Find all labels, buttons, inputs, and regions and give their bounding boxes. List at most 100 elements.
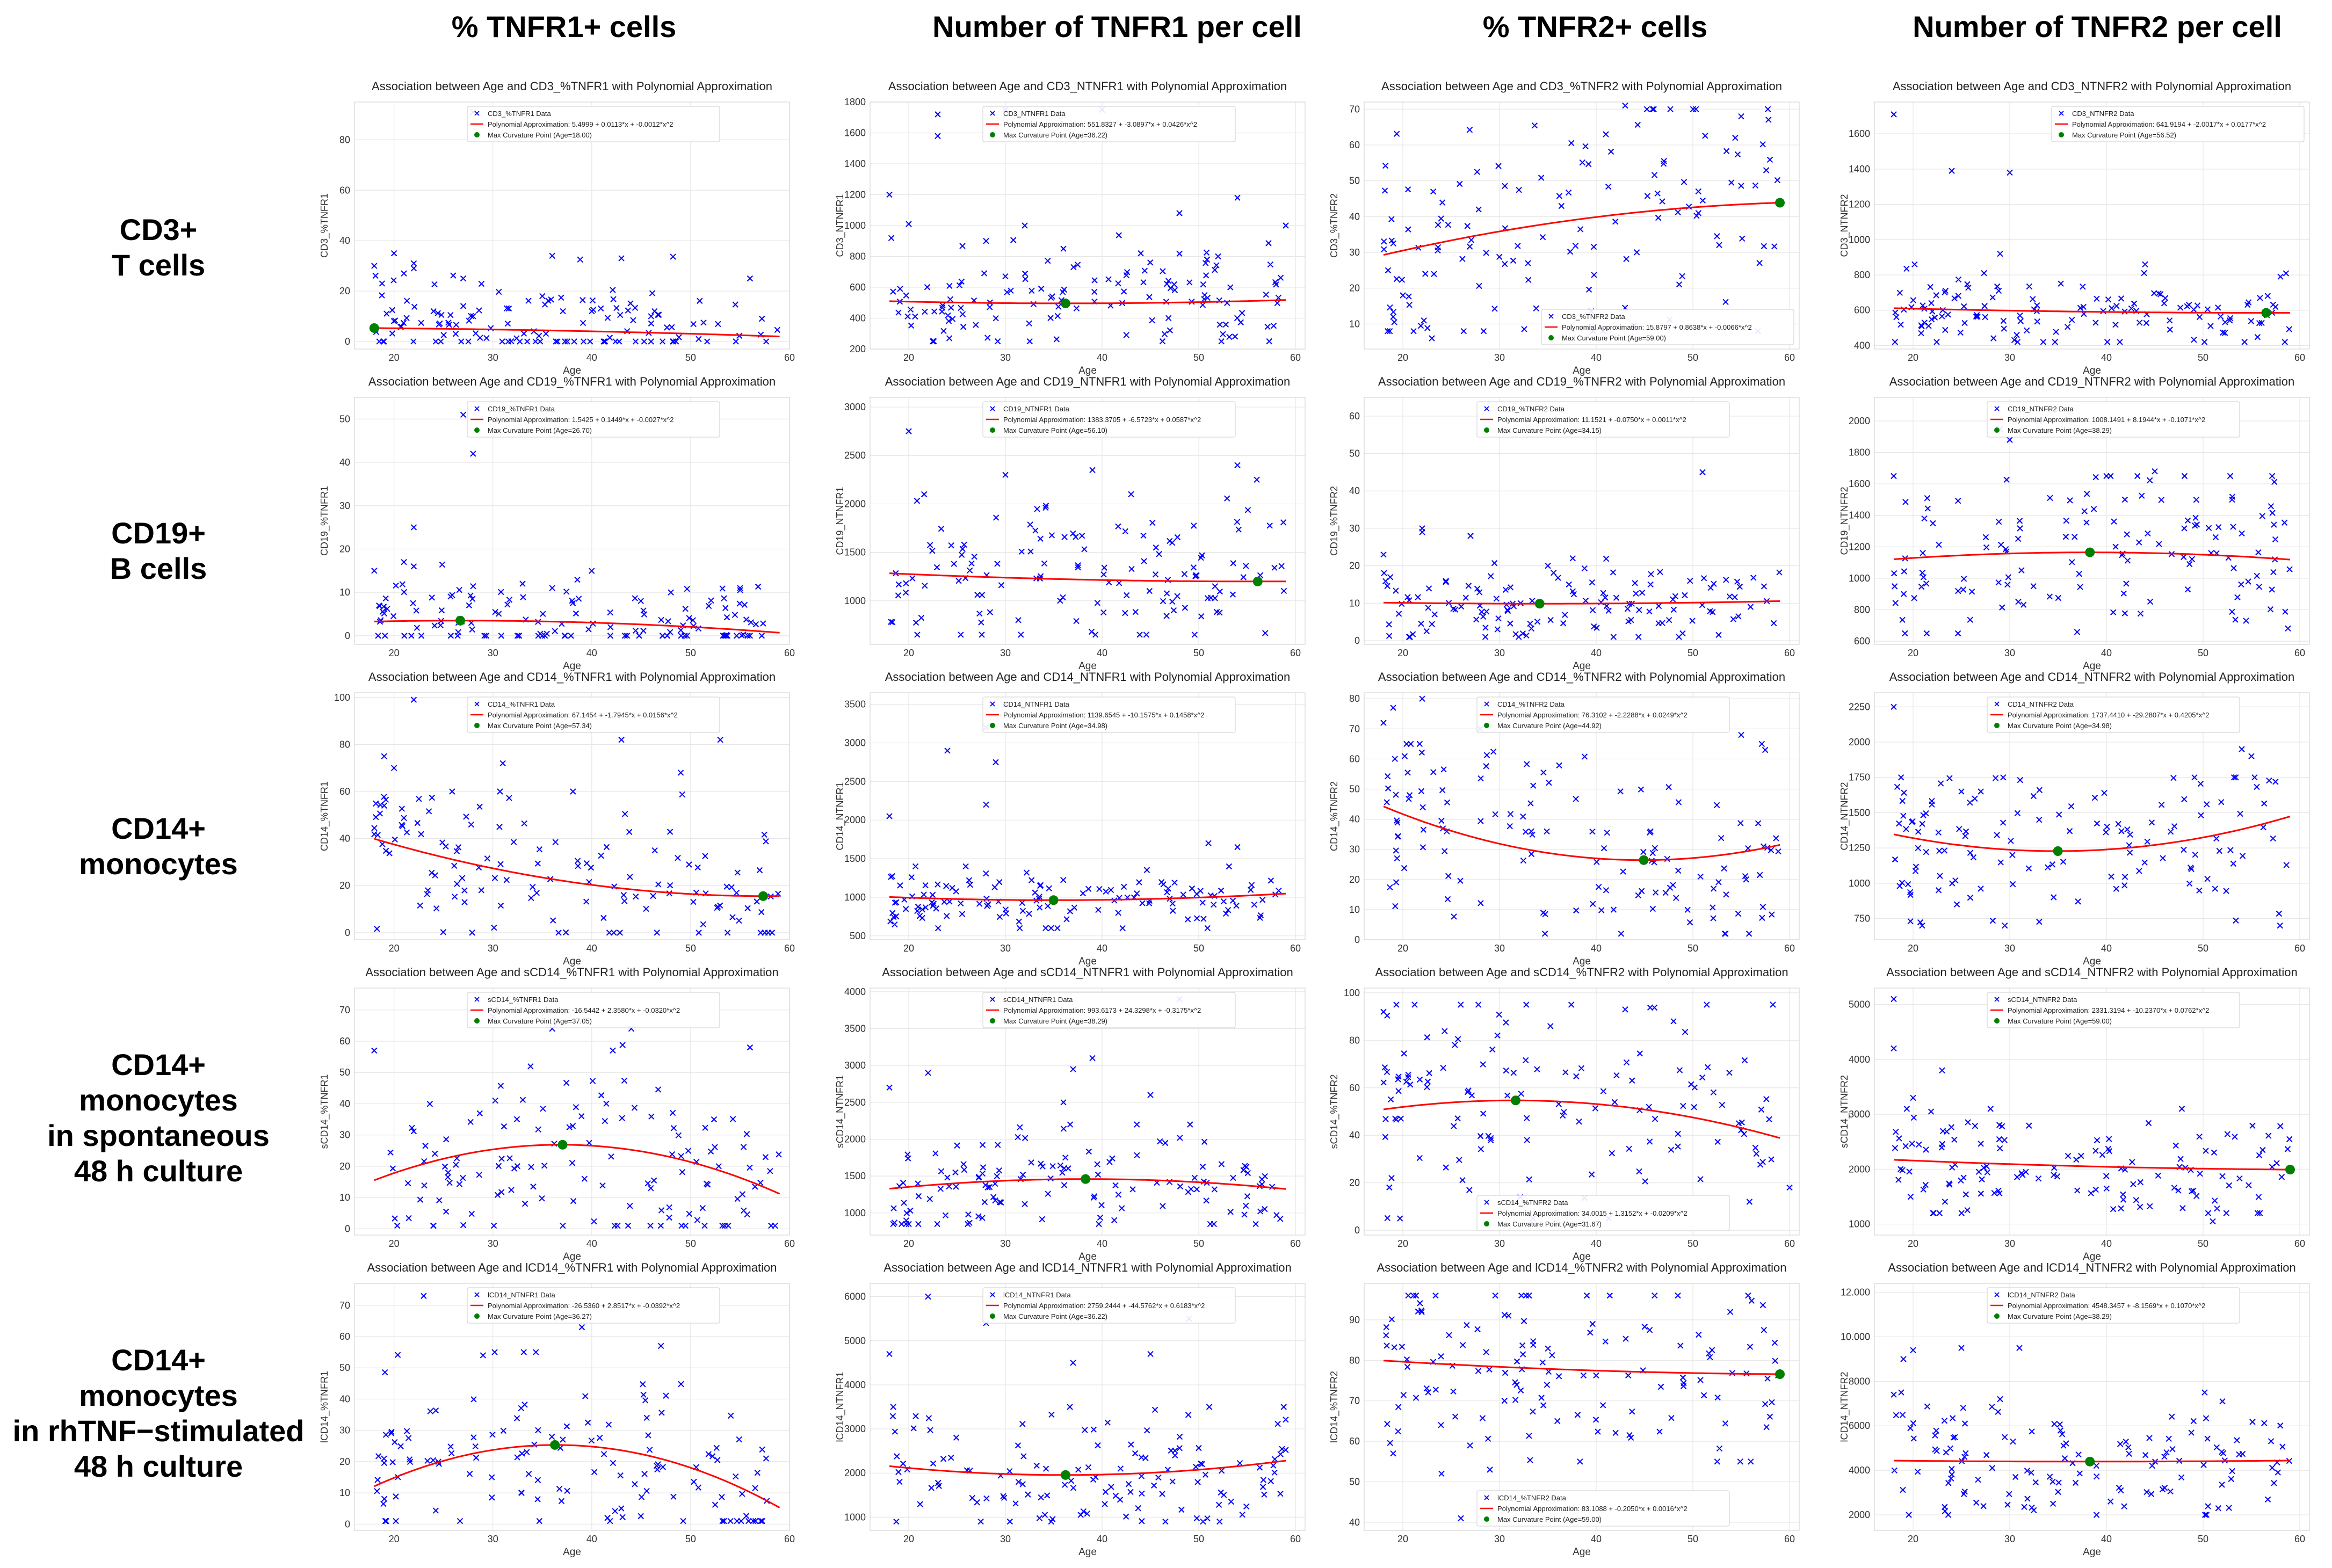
data-point: [1160, 268, 1166, 274]
legend-marker: [990, 723, 995, 728]
data-point: [591, 1218, 597, 1225]
data-point: [2057, 1427, 2064, 1434]
data-point: [2024, 1496, 2031, 1502]
data-point: [607, 633, 614, 639]
data-point: [2006, 1491, 2012, 1498]
data-point: [1059, 1170, 1066, 1176]
data-point: [2217, 313, 2224, 320]
data-point: [2203, 1415, 2210, 1421]
data-point: [724, 633, 731, 639]
data-point: [1520, 857, 1527, 864]
data-point: [2256, 583, 2263, 590]
data-point: [630, 317, 636, 323]
data-point: [2283, 270, 2290, 277]
data-point: [469, 930, 475, 936]
x-axis-label: Age: [1573, 365, 1591, 376]
data-point: [2275, 1469, 2281, 1476]
data-point: [433, 905, 440, 912]
fit-curve: [889, 1460, 1286, 1476]
data-point: [537, 630, 544, 637]
data-point: [1764, 1375, 1771, 1382]
data-point: [617, 930, 623, 936]
data-point: [2269, 586, 2275, 593]
data-point: [1177, 1135, 1183, 1141]
data-point: [1665, 784, 1672, 790]
data-point: [2107, 1498, 2114, 1505]
data-point: [1384, 1069, 1390, 1076]
data-point: [390, 765, 397, 771]
data-point: [470, 1396, 477, 1403]
legend-marker: [1484, 1495, 1489, 1500]
data-point: [1019, 1171, 1026, 1178]
data-point: [533, 890, 540, 896]
data-point: [2186, 561, 2193, 568]
data-point: [1254, 476, 1260, 483]
data-point: [560, 1222, 566, 1229]
data-point: [618, 736, 625, 743]
data-point: [1206, 1404, 1213, 1410]
data-point: [2034, 302, 2040, 309]
data-point: [1075, 562, 1081, 569]
y-tick-label: 80: [1349, 1035, 1360, 1046]
data-point: [1902, 499, 1909, 505]
data-point: [1159, 338, 1166, 345]
data-point: [2024, 1468, 2031, 1474]
max-curvature-point: [1060, 1470, 1070, 1480]
data-point: [2197, 1170, 2203, 1177]
data-point: [1942, 289, 1948, 296]
data-point: [1627, 1434, 1634, 1441]
data-point: [2202, 1512, 2208, 1518]
data-point: [478, 887, 485, 894]
legend-fit-entry: Polynomial Approximation: 5.4999 + 0.011…: [488, 120, 673, 128]
data-point: [996, 879, 1003, 885]
data-point: [451, 894, 458, 900]
data-point: [919, 914, 925, 921]
data-point: [1396, 1215, 1403, 1222]
data-point: [382, 1369, 388, 1376]
data-point: [1446, 1332, 1452, 1339]
data-point: [1204, 925, 1211, 932]
data-point: [467, 592, 474, 599]
data-point: [986, 1184, 993, 1190]
data-point: [1710, 609, 1716, 615]
data-point: [700, 319, 707, 326]
data-point: [1386, 1184, 1393, 1191]
legend-marker: [1994, 701, 2000, 707]
data-point: [904, 313, 911, 320]
data-point: [1711, 580, 1717, 587]
x-tick-label: 50: [2198, 648, 2208, 658]
data-point: [1172, 1447, 1178, 1454]
data-point: [392, 317, 399, 324]
data-point: [1750, 575, 1757, 581]
data-point: [1147, 1092, 1154, 1098]
data-point: [996, 1167, 1003, 1174]
data-point: [606, 930, 613, 936]
data-point: [979, 1142, 986, 1148]
data-point: [1649, 850, 1656, 856]
data-point: [1591, 623, 1597, 630]
data-point: [2128, 305, 2135, 312]
data-point: [1540, 1402, 1547, 1409]
data-point: [501, 1123, 508, 1130]
data-point: [740, 1144, 747, 1150]
data-point: [903, 292, 909, 299]
data-point: [975, 1213, 982, 1219]
data-point: [1545, 562, 1551, 569]
data-points: [886, 106, 1289, 345]
data-point: [456, 586, 462, 593]
data-point: [388, 1430, 395, 1436]
data-point: [1786, 1184, 1793, 1191]
data-point: [994, 338, 1001, 345]
data-point: [401, 633, 408, 639]
data-point: [908, 322, 915, 329]
data-point: [1088, 628, 1095, 635]
data-point: [719, 1222, 726, 1229]
data-point: [669, 1109, 676, 1116]
data-point: [1445, 873, 1452, 879]
y-tick-label: 400: [850, 313, 866, 324]
data-point: [2259, 1146, 2266, 1153]
x-tick-label: 20: [1397, 1534, 1408, 1544]
data-point: [1910, 297, 1916, 303]
data-point: [1388, 237, 1395, 244]
data-point: [719, 1494, 725, 1500]
